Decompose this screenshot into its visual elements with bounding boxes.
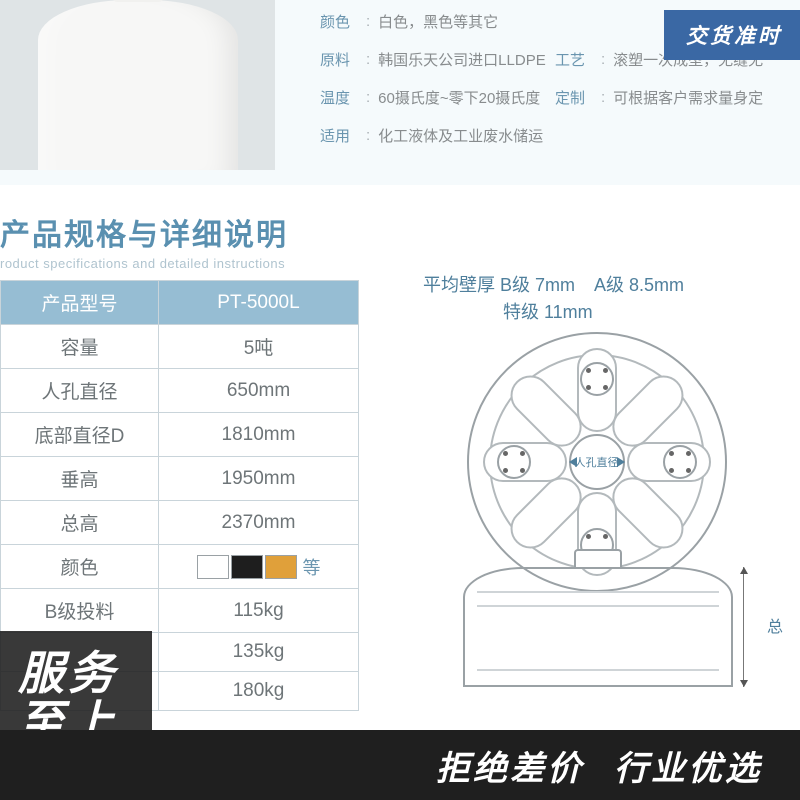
kv-row: 定制: 可根据客户需求量身定 <box>555 78 790 116</box>
color-swatch <box>231 555 263 579</box>
spec-cell: 垂高 <box>1 457 159 501</box>
kv-row: 原料: 韩国乐天公司进口LLDPE <box>320 40 555 78</box>
kv-key: 定制 <box>555 87 601 108</box>
kv-key: 温度 <box>320 87 366 108</box>
kv-val: 韩国乐天公司进口LLDPE <box>378 49 546 70</box>
kv-val: 可根据客户需求量身定 <box>613 87 763 108</box>
spec-cell: 650mm <box>159 369 359 413</box>
spec-cell: 180kg <box>159 672 359 711</box>
color-swatch <box>197 555 229 579</box>
badge-top-right: 交货准时 <box>664 10 800 60</box>
kv-row: 适用: 化工液体及工业废水储运 <box>320 116 795 154</box>
tank-side-view-diagram: 总 <box>453 537 743 687</box>
arrow-left-icon <box>569 457 577 467</box>
hub-label: 人孔直径 <box>575 454 619 470</box>
spec-cell: 1950mm <box>159 457 359 501</box>
strip-text-b: 行业优选 <box>614 741 762 790</box>
body-line <box>477 669 719 671</box>
spec-cell: 总高 <box>1 501 159 545</box>
dimension-line-vertical <box>743 567 765 687</box>
spec-header-label: 产品型号 <box>1 281 159 325</box>
table-row: 垂高1950mm <box>1 457 359 501</box>
kv-key: 原料 <box>320 49 366 70</box>
section-title: 产品规格与详细说明 roduct specifications and deta… <box>0 210 288 271</box>
kv-val: 白色，黑色等其它 <box>378 11 498 32</box>
product-photo <box>0 0 275 170</box>
spec-cell: 115kg <box>159 589 359 633</box>
spec-cell: 容量 <box>1 325 159 369</box>
section-title-en: roduct specifications and detailed instr… <box>0 256 288 271</box>
kv-val: 60摄氏度~零下20摄氏度 <box>378 87 540 108</box>
table-row: 容量5吨 <box>1 325 359 369</box>
tank-photo-illustration <box>38 0 238 170</box>
swatch-suffix: 等 <box>299 554 321 580</box>
kv-key: 颜色 <box>320 11 366 32</box>
spec-header-value: PT-5000L <box>159 281 359 325</box>
kv-val: 化工液体及工业废水储运 <box>378 125 543 146</box>
table-row: 人孔直径650mm <box>1 369 359 413</box>
side-cap <box>574 549 622 567</box>
spec-cell: 1810mm <box>159 413 359 457</box>
strip-text-a: 拒绝差价 <box>436 741 584 790</box>
body-line <box>477 605 719 607</box>
page-root: 颜色: 白色，黑色等其它 原料: 韩国乐天公司进口LLDPE 工艺: 滚塑一次成… <box>0 0 800 800</box>
table-row: 产品型号 PT-5000L <box>1 281 359 325</box>
spec-cell: 135kg <box>159 633 359 672</box>
bottom-strip: 拒绝差价 行业优选 <box>0 730 800 800</box>
dimension-label: 总 <box>767 613 783 637</box>
thickness-note: 平均壁厚 B级 7mm A级 8.5mm 特级 11mm <box>393 272 800 326</box>
spec-color-swatches: 等 <box>159 545 359 589</box>
spec-cell: 5吨 <box>159 325 359 369</box>
spec-cell: 2370mm <box>159 501 359 545</box>
thickness-a: A级 8.5mm <box>594 275 684 295</box>
arrow-right-icon <box>617 457 625 467</box>
thickness-s: 特级 11mm <box>423 302 593 322</box>
table-row: 总高2370mm <box>1 501 359 545</box>
thickness-b: 平均壁厚 B级 7mm <box>423 275 575 295</box>
spec-cell: 底部直径D <box>1 413 159 457</box>
hub-circle: 人孔直径 <box>569 434 625 490</box>
table-row: 底部直径D1810mm <box>1 413 359 457</box>
spec-cell: 颜色 <box>1 545 159 589</box>
spec-cell: 人孔直径 <box>1 369 159 413</box>
body-line <box>477 591 719 593</box>
kv-row: 温度: 60摄氏度~零下20摄氏度 <box>320 78 555 116</box>
section-title-cn: 产品规格与详细说明 <box>0 210 288 254</box>
port-icon <box>580 362 614 396</box>
color-swatch <box>265 555 297 579</box>
spec-cell: B级投料 <box>1 589 159 633</box>
table-row: 颜色 等 <box>1 545 359 589</box>
badge-bl-line1: 服务 <box>18 649 118 697</box>
diagram-column: 平均壁厚 B级 7mm A级 8.5mm 特级 11mm <box>393 272 800 717</box>
port-icon <box>663 445 697 479</box>
kv-key: 工艺 <box>555 49 601 70</box>
side-body <box>463 567 733 687</box>
port-icon <box>497 445 531 479</box>
table-row: B级投料115kg <box>1 589 359 633</box>
kv-key: 适用 <box>320 125 366 146</box>
